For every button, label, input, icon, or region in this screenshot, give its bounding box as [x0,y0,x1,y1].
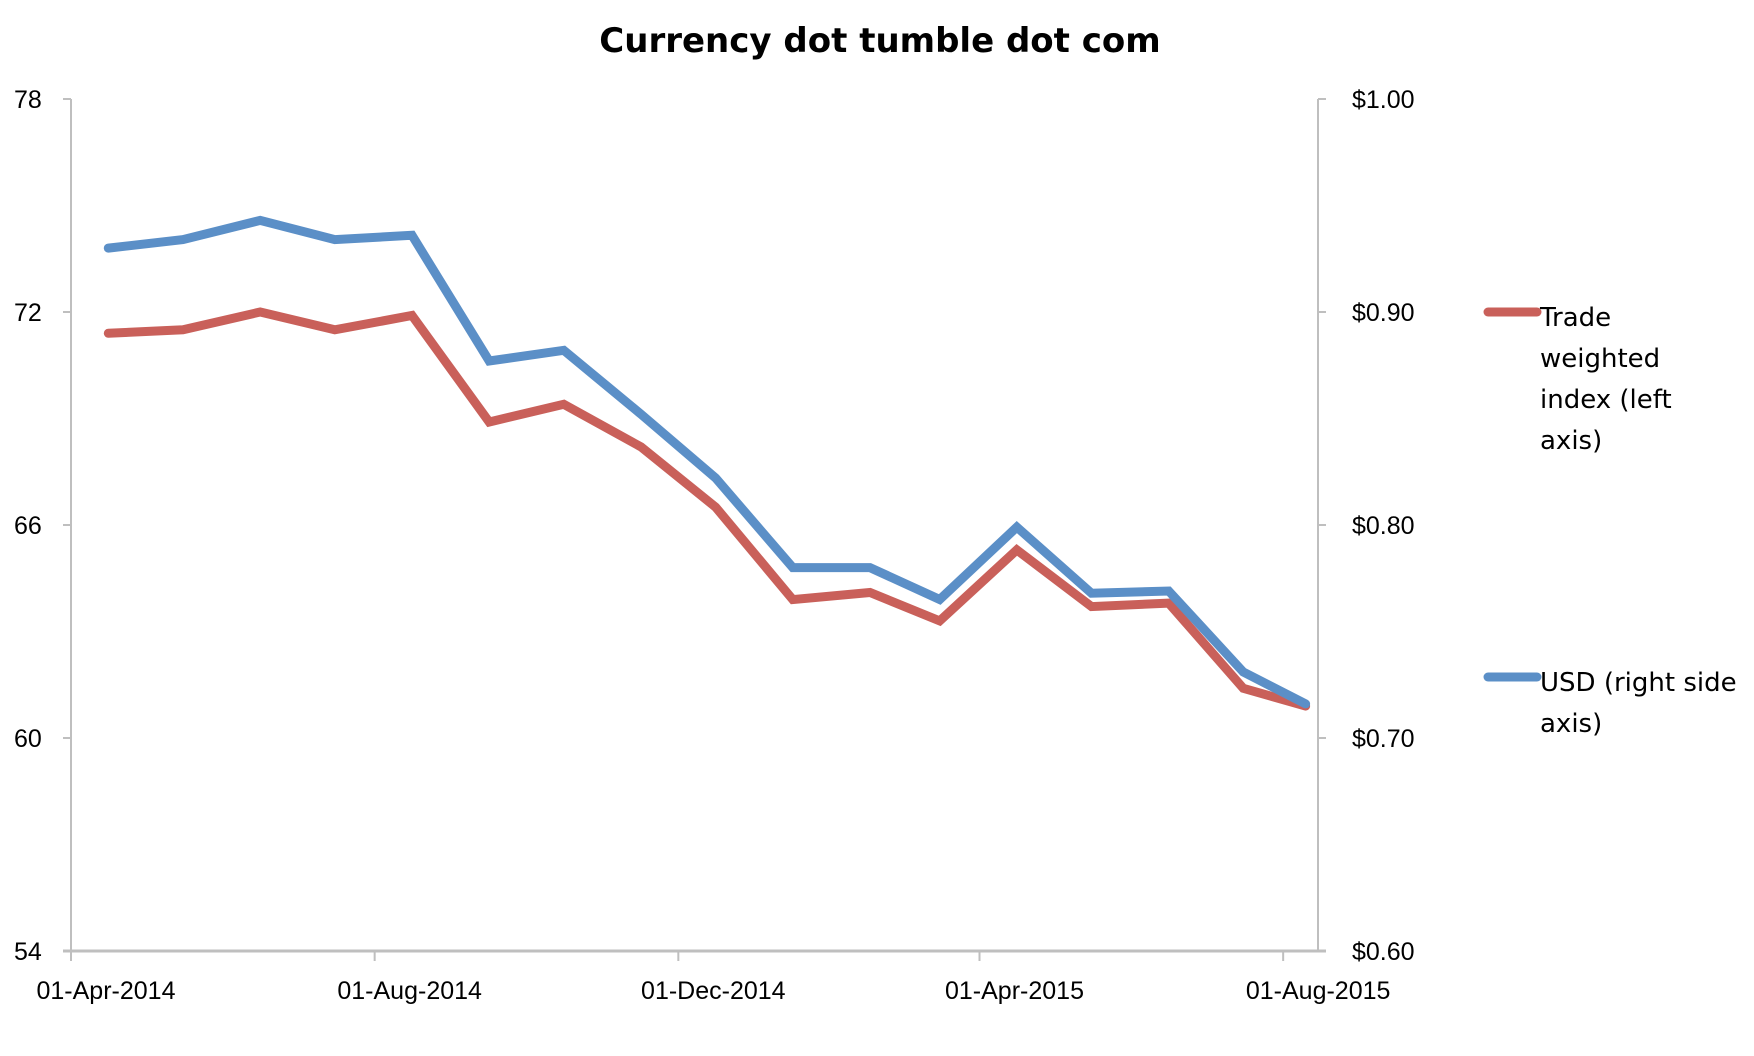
legend-label: Trade [1539,303,1611,333]
legend-label: USD (right side [1540,668,1737,698]
x-tick-label: 01-Apr-2014 [37,977,176,1005]
series-line-usd [103,215,1311,709]
y-left-tick-label: 66 [14,512,42,540]
series-line-trade-weighted-index [103,307,1311,711]
x-tick-label: 01-Aug-2014 [337,977,482,1005]
chart-title: Currency dot tumble dot com [599,21,1160,61]
x-tick-label: 01-Dec-2014 [641,977,786,1005]
axes: 54 60 66 72 78 $0.60 $0.70 $0.80 $0.90 $1.00 01-Ap… [14,86,1415,1005]
y-left-tick-label: 72 [14,299,42,327]
y-right-tick-label: $0.90 [1352,299,1415,327]
x-tick-label: 01-Aug-2015 [1246,977,1391,1005]
y-left-tick-label: 54 [14,938,42,966]
legend-label: weighted [1540,344,1660,374]
y-left-tick-label: 60 [14,725,42,753]
legend-label: index (left [1540,385,1672,415]
y-right-tick-label: $0.70 [1352,725,1415,753]
x-tick-label: 01-Apr-2015 [945,977,1084,1005]
series-group [103,215,1311,711]
y-right-tick-label: $0.60 [1352,938,1415,966]
legend-label: axis) [1540,426,1602,456]
y-right-tick-label: $1.00 [1352,86,1415,114]
y-left-tick-label: 78 [14,86,42,114]
legend: Trade weighted index (left axis) USD (right … [1483,303,1737,739]
y-right-tick-label: $0.80 [1352,512,1415,540]
legend-label: axis) [1540,709,1602,739]
